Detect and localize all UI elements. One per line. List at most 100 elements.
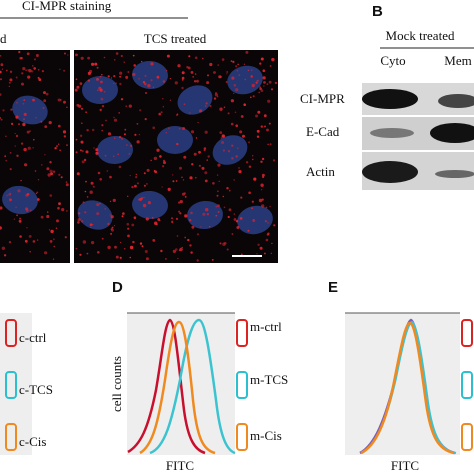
puncta <box>194 56 198 60</box>
puncta <box>143 172 146 175</box>
puncta <box>127 227 130 230</box>
puncta <box>37 69 40 71</box>
puncta <box>110 228 113 231</box>
histogram-curve <box>149 318 236 455</box>
puncta <box>0 117 1 119</box>
puncta <box>204 179 208 183</box>
puncta <box>196 79 199 83</box>
puncta <box>32 240 36 243</box>
puncta <box>0 206 3 210</box>
puncta <box>158 112 161 116</box>
puncta <box>242 134 245 138</box>
puncta <box>95 151 99 155</box>
puncta <box>115 52 119 55</box>
puncta <box>176 113 179 116</box>
panel-letter: E <box>328 279 338 296</box>
puncta <box>109 214 111 216</box>
puncta <box>100 80 103 84</box>
puncta <box>184 236 187 239</box>
puncta <box>8 241 12 244</box>
puncta <box>255 81 258 84</box>
puncta <box>106 170 109 172</box>
puncta <box>107 245 111 250</box>
puncta <box>58 143 60 145</box>
puncta <box>182 127 186 130</box>
puncta <box>0 55 2 57</box>
puncta <box>27 75 31 79</box>
puncta <box>189 112 191 114</box>
puncta <box>184 214 188 218</box>
puncta <box>231 144 234 147</box>
puncta <box>189 176 193 180</box>
puncta <box>263 114 267 118</box>
puncta <box>78 212 81 215</box>
puncta <box>135 173 137 176</box>
puncta <box>181 86 184 90</box>
nucleus <box>132 60 168 90</box>
puncta <box>47 211 49 213</box>
puncta <box>273 224 276 227</box>
puncta <box>208 226 211 228</box>
puncta <box>268 80 272 84</box>
puncta <box>256 135 260 138</box>
puncta <box>175 217 179 220</box>
puncta <box>134 184 137 188</box>
puncta <box>74 88 78 92</box>
puncta <box>216 194 219 197</box>
puncta <box>237 63 239 66</box>
puncta <box>146 168 150 172</box>
puncta <box>219 131 223 135</box>
puncta <box>85 111 87 113</box>
puncta <box>14 145 16 147</box>
puncta <box>113 75 116 78</box>
puncta <box>248 191 251 195</box>
puncta <box>207 74 209 77</box>
micrographs <box>0 50 278 263</box>
puncta <box>165 258 167 260</box>
puncta <box>231 76 235 80</box>
puncta <box>15 134 19 138</box>
puncta <box>135 176 138 179</box>
puncta <box>115 255 119 259</box>
puncta <box>93 147 95 149</box>
puncta <box>227 112 230 115</box>
puncta <box>161 186 163 188</box>
puncta <box>251 83 255 88</box>
legend-label: m-ctrl <box>250 319 282 334</box>
puncta <box>16 214 18 217</box>
nucleus <box>77 200 113 230</box>
puncta <box>152 126 155 130</box>
puncta <box>198 164 201 167</box>
puncta <box>181 192 185 196</box>
puncta <box>99 108 102 112</box>
puncta <box>20 57 23 60</box>
puncta <box>175 248 178 251</box>
row-label: E-Cad <box>306 124 340 139</box>
puncta <box>236 226 240 229</box>
puncta <box>75 53 78 57</box>
puncta <box>64 236 67 239</box>
puncta <box>144 118 147 121</box>
puncta <box>243 63 245 65</box>
puncta <box>203 147 207 150</box>
puncta <box>18 219 22 223</box>
puncta <box>160 249 163 253</box>
puncta <box>49 169 53 173</box>
puncta <box>35 117 37 119</box>
puncta <box>52 170 56 173</box>
puncta <box>99 202 101 205</box>
puncta <box>233 92 235 95</box>
puncta <box>205 102 208 105</box>
puncta <box>107 132 112 136</box>
puncta <box>260 57 264 61</box>
puncta <box>48 121 52 125</box>
puncta <box>82 240 87 244</box>
puncta <box>21 82 24 86</box>
puncta <box>268 122 271 125</box>
puncta <box>22 102 25 105</box>
puncta <box>119 71 123 75</box>
puncta <box>171 174 174 176</box>
puncta <box>86 252 89 255</box>
puncta <box>231 233 234 235</box>
puncta <box>145 257 149 261</box>
